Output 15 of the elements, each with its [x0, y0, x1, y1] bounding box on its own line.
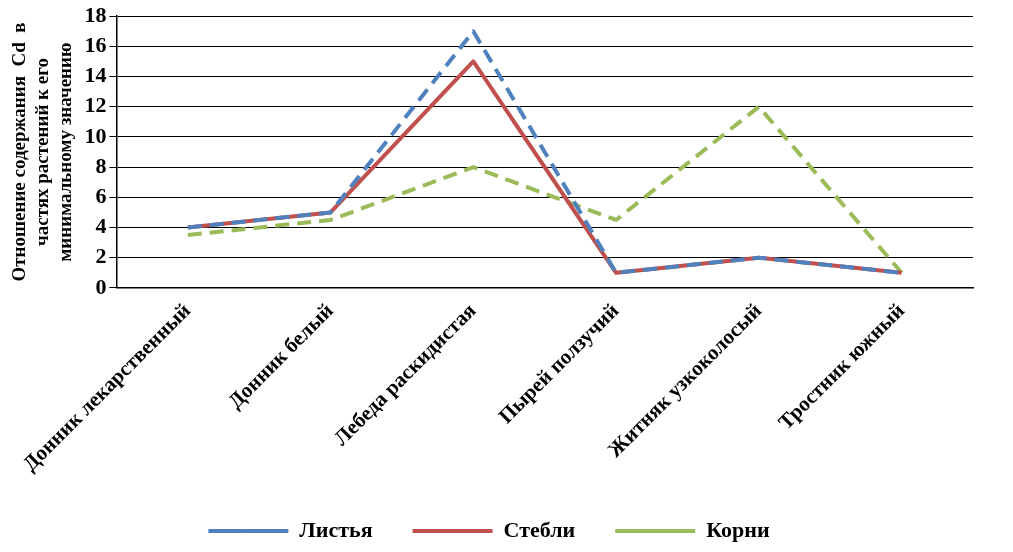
- y-tick-label: 6: [95, 183, 107, 209]
- legend-label: Листья: [299, 516, 373, 542]
- y-tick-label: 8: [95, 152, 107, 178]
- y-tick-label: 12: [84, 92, 107, 118]
- line-series: [185, 104, 904, 275]
- y-axis-title: Отношение содержания Cd в частях растений к его минимальному значению: [8, 22, 75, 282]
- y-tick-label: 18: [84, 1, 107, 27]
- y-tick-label: 4: [95, 213, 107, 239]
- y-tick-label: 0: [95, 273, 107, 299]
- y-tick-label: 2: [95, 243, 107, 269]
- y-tick-label: 16: [84, 32, 107, 58]
- legend-label: Корни: [706, 516, 770, 542]
- y-tick-label: 10: [84, 122, 107, 148]
- legend-label: Стебли: [503, 516, 576, 542]
- y-tick-label: 14: [84, 62, 107, 88]
